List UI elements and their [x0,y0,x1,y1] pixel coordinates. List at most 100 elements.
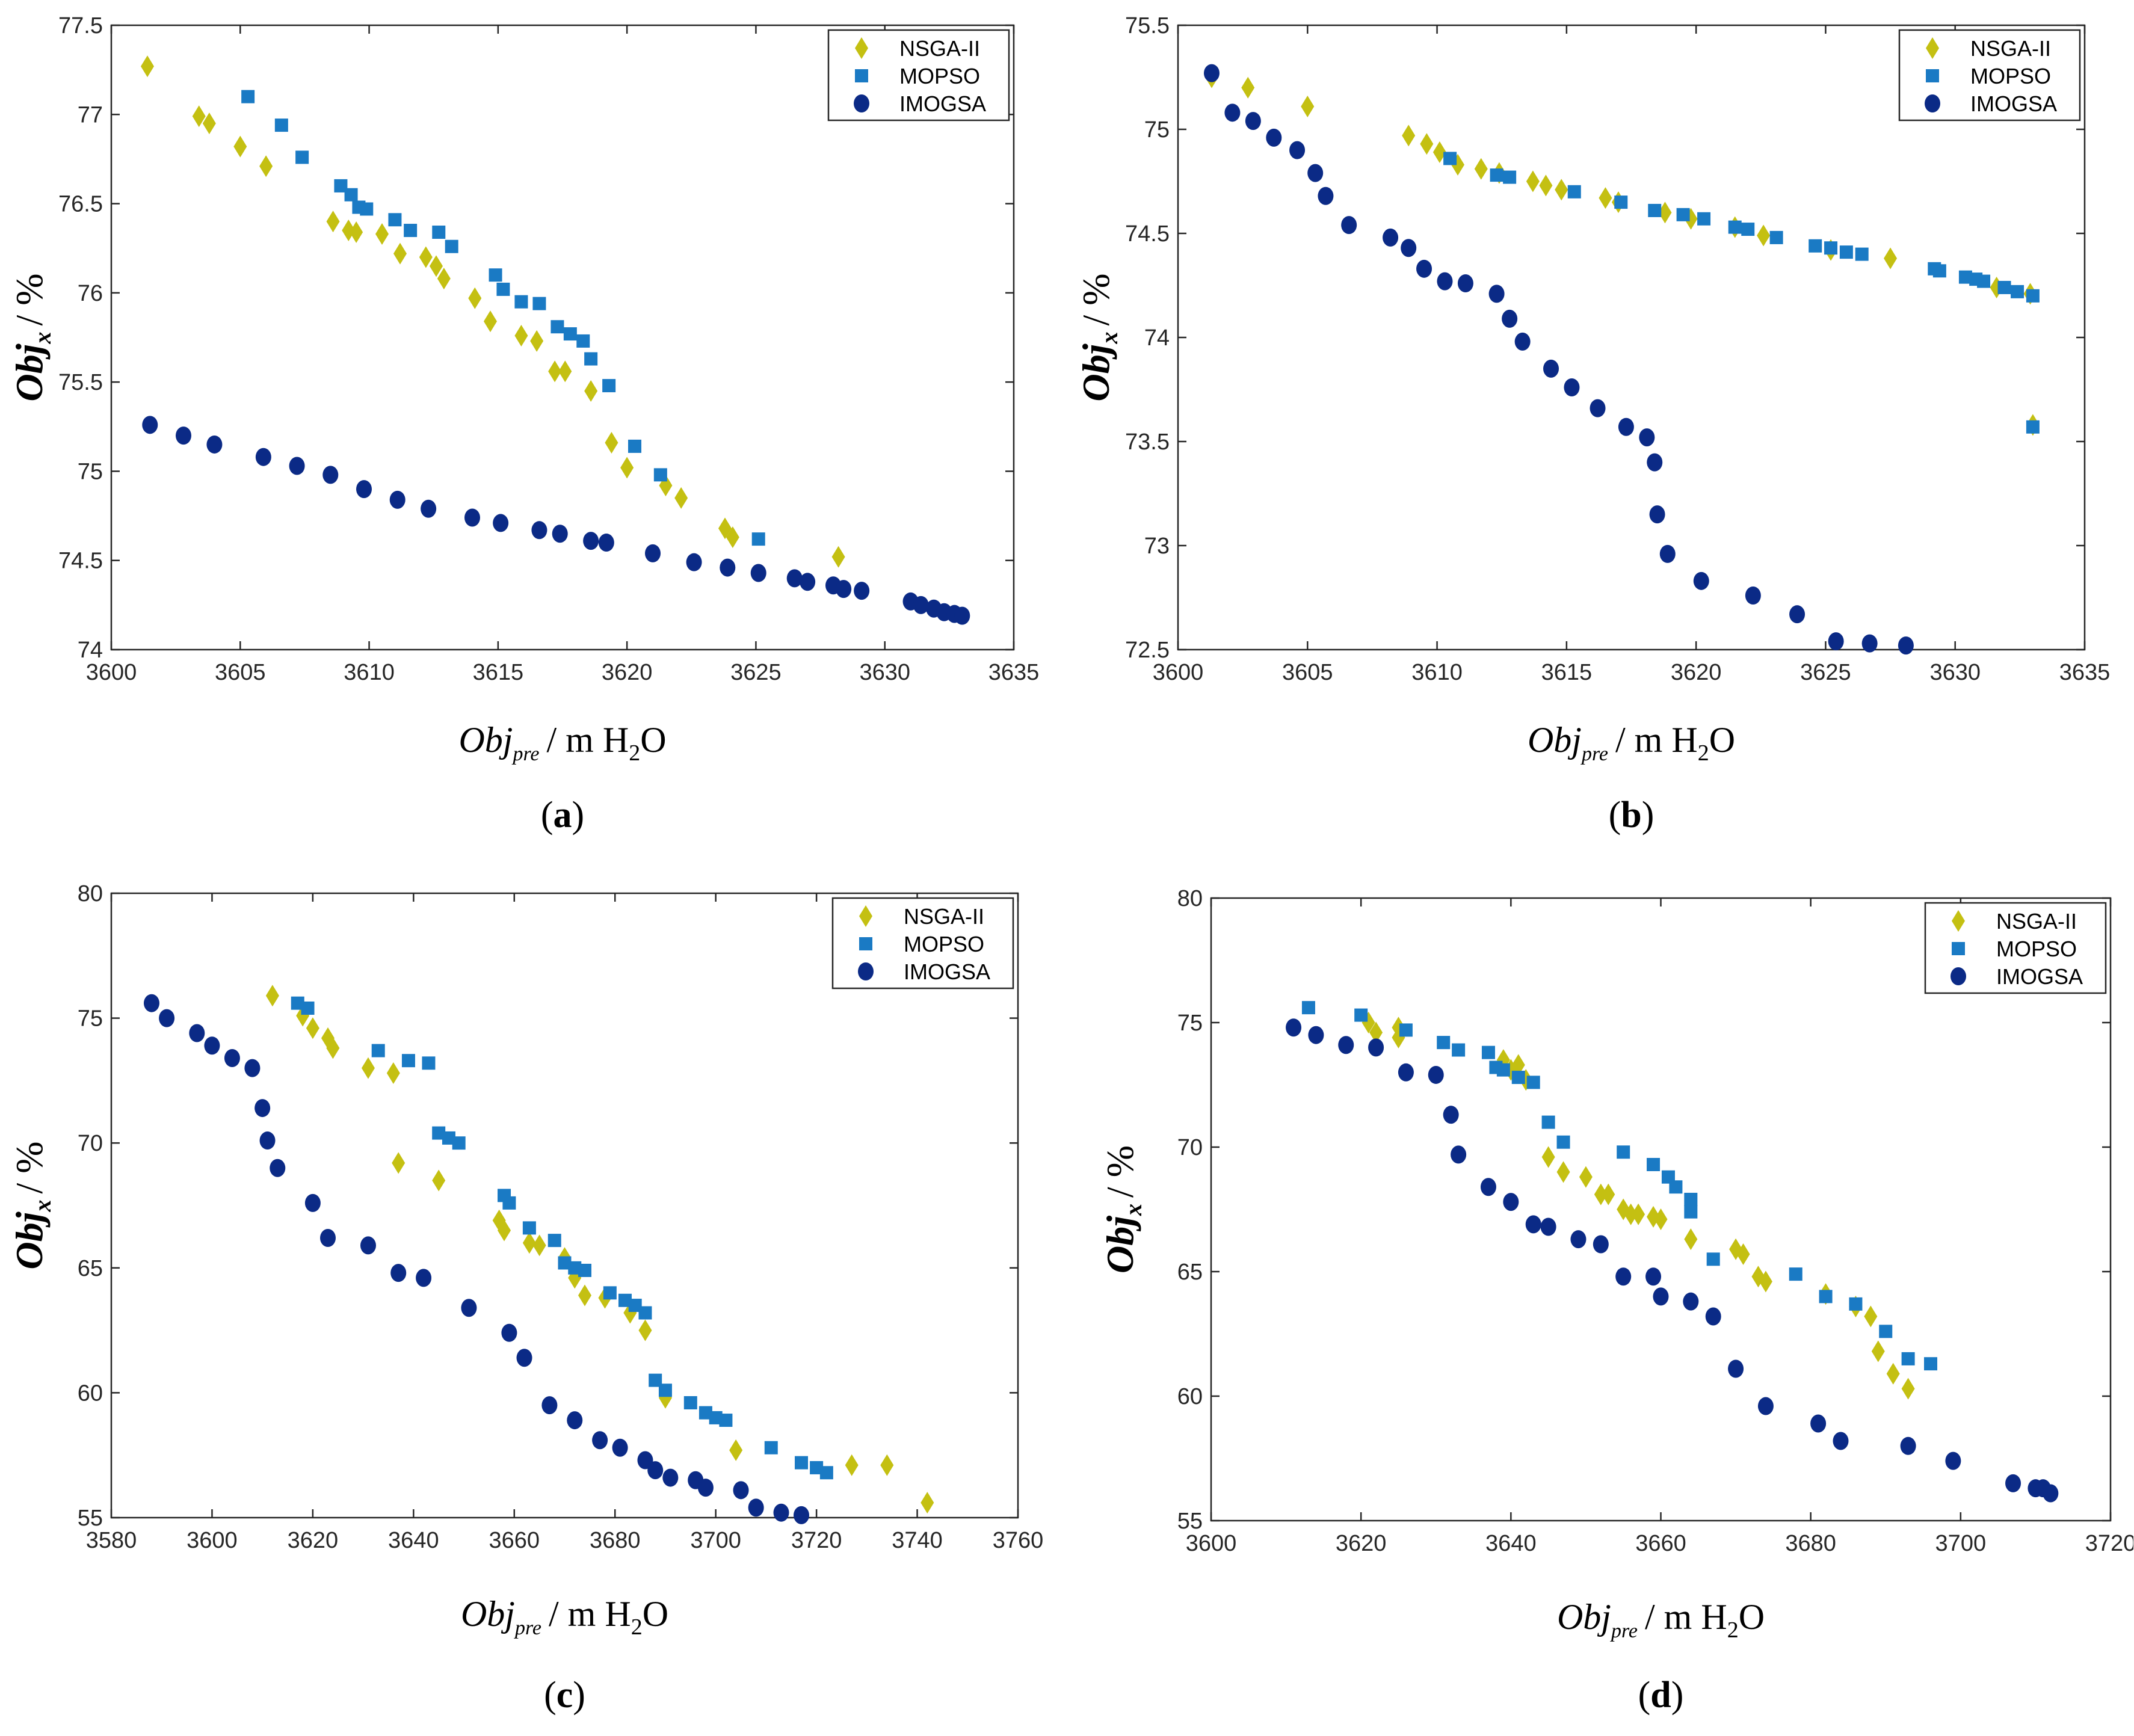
y-tick-label: 60 [1177,1384,1203,1409]
data-point-imogsa [1705,1307,1721,1326]
data-point-nsga-ii [141,55,154,78]
data-point-nsga-ii [498,1219,511,1242]
data-point-imogsa [1503,1193,1519,1211]
legend-label-mopso: MOPSO [899,64,980,88]
data-point-mopso [514,295,528,309]
legend-label-mopso: MOPSO [1970,64,2051,88]
data-point-mopso [1839,245,1853,259]
plot-frame [110,24,1015,651]
data-point-mopso [558,1256,572,1270]
legend: NSGA-II MOPSO IMOGSA [1924,902,2107,994]
data-point-mopso [360,202,374,216]
data-point-imogsa [461,1299,477,1317]
data-point-nsga-ii [296,1005,310,1027]
data-point-nsga-ii [342,220,356,242]
data-point-nsga-ii [484,310,497,333]
data-point-nsga-ii [259,155,273,177]
data-point-imogsa [159,1009,175,1027]
data-point-nsga-ii [1901,1377,1915,1400]
x-tick-label: 3610 [344,660,395,685]
x-tick-label: 3600 [1186,1531,1237,1556]
series-imogsa [142,416,970,625]
data-point-nsga-ii [468,287,482,309]
x-tick-label: 3630 [859,660,910,685]
data-point-mopso [1809,239,1822,253]
data-point-imogsa [598,534,614,552]
data-point-imogsa [583,532,599,550]
data-point-nsga-ii [921,1492,934,1514]
data-point-nsga-ii [202,112,216,135]
data-point-imogsa [1488,285,1505,303]
data-point-imogsa [1945,1451,1961,1470]
data-point-imogsa [1401,239,1417,257]
plot-frame [110,892,1019,1519]
data-point-mopso [1819,1290,1833,1304]
legend-label-imogsa: IMOGSA [904,959,990,984]
data-point-imogsa [224,1049,240,1068]
y-tick-label: 77.5 [58,13,103,38]
data-point-nsga-ii [729,1439,743,1461]
series-imogsa [1203,64,1914,655]
data-point-imogsa [1618,417,1634,436]
data-point-imogsa [142,416,158,434]
data-point-mopso [628,1299,642,1313]
data-point-mopso [603,1286,617,1300]
data-point-imogsa [1266,128,1282,147]
x-tick-label: 3605 [1282,660,1333,685]
data-point-mopso [301,1001,315,1015]
y-axis-title: Objx/ % [8,1141,56,1269]
data-point-imogsa [356,480,372,499]
data-point-imogsa [501,1323,517,1342]
data-point-nsga-ii [1684,208,1698,230]
data-point-imogsa [750,564,766,582]
x-tick-label: 3620 [1671,660,1722,685]
panel-b: 3600 3605 3610 3615 3620 3625 3630 3635 72.5 73 73… [1067,0,2133,868]
data-point-imogsa [1757,1397,1774,1415]
x-tick-label: 3660 [1635,1531,1686,1556]
data-point-mopso [1399,1023,1413,1037]
panel-label: (d) [1638,1675,1684,1716]
data-point-mopso [1301,1001,1315,1015]
data-point-imogsa [2043,1484,2059,1503]
data-point-nsga-ii [1871,1340,1885,1362]
data-point-imogsa [320,1228,336,1247]
y-tick-label: 65 [78,1256,103,1281]
data-point-imogsa [686,553,702,571]
x-tick-label: 3680 [590,1528,641,1553]
series-mopso [1301,1001,1937,1371]
data-point-mopso [1541,1115,1555,1129]
panel-label: (c) [544,1675,585,1716]
data-point-mopso [496,282,510,296]
data-point-imogsa [748,1498,764,1517]
data-point-nsga-ii [233,135,247,158]
data-point-nsga-ii [1420,133,1434,155]
data-point-imogsa [854,582,870,600]
data-point-nsga-ii [1886,1362,1900,1385]
data-point-imogsa [1789,605,1806,624]
data-point-mopso [1669,1180,1683,1194]
data-point-mopso [1849,1297,1863,1311]
data-point-imogsa [1645,1267,1662,1286]
data-point-mopso [1741,223,1755,236]
data-point-imogsa [1653,1287,1669,1306]
y-tick-label: 55 [1177,1509,1203,1534]
legend-label-nsga-ii: NSGA-II [899,36,980,61]
data-point-mopso [578,1263,591,1277]
data-point-nsga-ii [375,223,389,245]
data-point-imogsa [697,1479,714,1497]
data-point-imogsa [516,1349,532,1367]
data-point-mopso [1684,1205,1698,1219]
data-point-imogsa [592,1431,608,1450]
data-point-nsga-ii [1511,1054,1525,1076]
series-mopso [1443,152,2040,434]
data-point-nsga-ii [1369,1021,1383,1044]
data-point-nsga-ii [726,526,739,549]
data-point-imogsa [1451,1145,1467,1164]
data-point-nsga-ii [845,1454,859,1476]
panel-a: 3600 3605 3610 3615 3620 3625 3630 3635 74 74.5 75… [0,0,1067,868]
data-point-imogsa [647,1461,664,1480]
data-point-nsga-ii [532,1234,546,1257]
data-point-imogsa [176,426,191,445]
data-point-nsga-ii [326,1037,340,1059]
data-point-mopso [344,188,358,202]
